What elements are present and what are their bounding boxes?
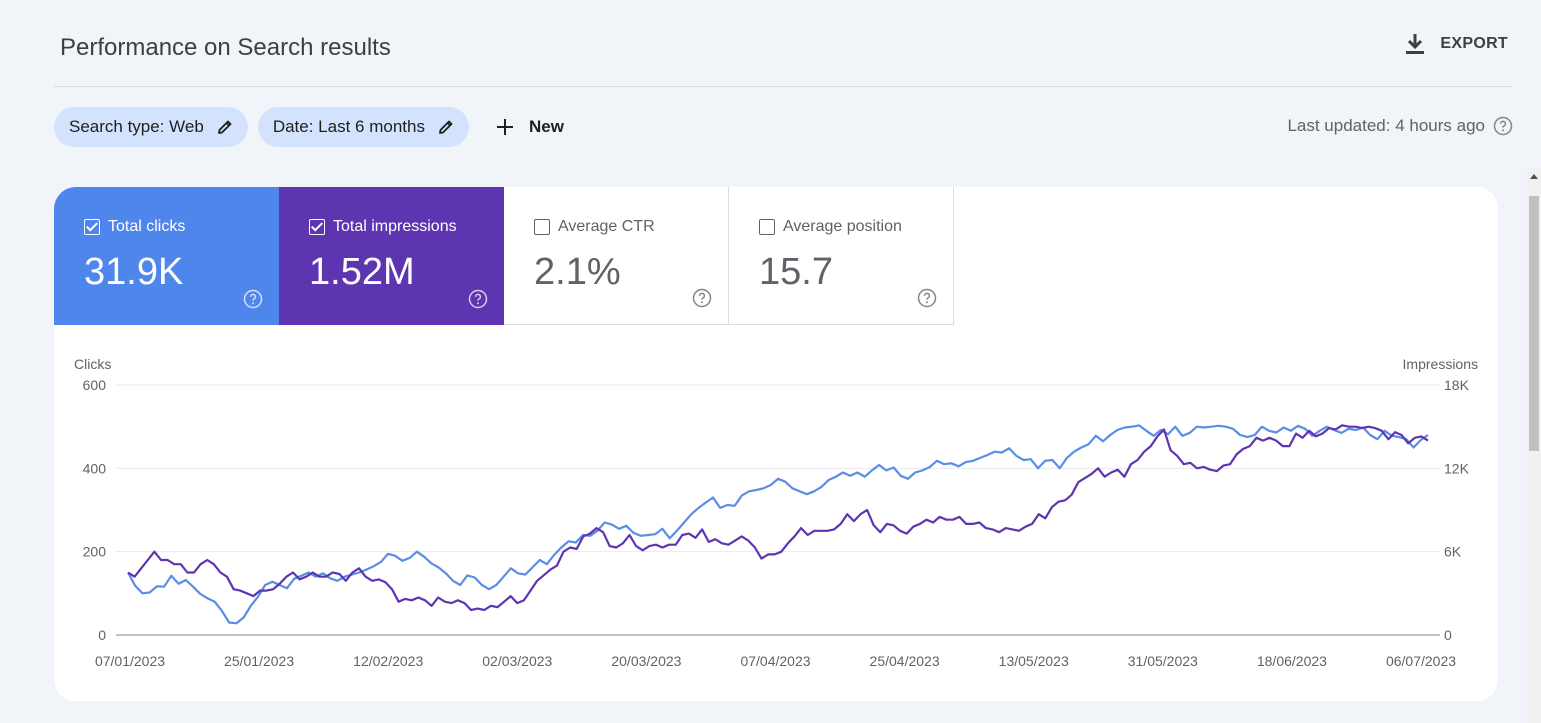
x-tick-label: 07/01/2023 xyxy=(95,653,165,669)
x-tick-label: 07/04/2023 xyxy=(740,653,810,669)
metric-label: Total impressions xyxy=(333,218,457,235)
metric-label: Total clicks xyxy=(108,218,186,235)
edit-icon xyxy=(217,120,232,134)
date-label: Date: Last 6 months xyxy=(272,117,425,136)
metric-value: 31.9K xyxy=(84,251,184,293)
x-tick-label: 25/01/2023 xyxy=(224,653,294,669)
checkbox-unchecked[interactable] xyxy=(759,219,775,235)
metric-label-row: Average position xyxy=(759,218,902,236)
left-tick-label: 0 xyxy=(98,627,106,643)
last-updated-text: Last updated: 4 hours ago xyxy=(1287,116,1485,135)
checkbox-checked[interactable] xyxy=(309,219,325,235)
performance-chart[interactable]: 600 400 200 0 18K 12K 6K 0 07/01/2023 25/01/202… xyxy=(54,187,1498,701)
right-tick-label: 6K xyxy=(1444,544,1462,560)
metric-average-position[interactable]: Average position 15.7 xyxy=(729,187,954,325)
help-icon[interactable] xyxy=(917,288,937,308)
export-label: EXPORT xyxy=(1440,35,1508,52)
metric-value: 2.1% xyxy=(534,251,621,293)
scroll-up-arrow-icon[interactable] xyxy=(1530,174,1538,179)
download-icon xyxy=(1406,34,1425,54)
left-tick-label: 200 xyxy=(83,544,107,560)
right-tick-label: 12K xyxy=(1444,460,1470,476)
new-filter-button[interactable]: New xyxy=(495,117,564,137)
metric-total-clicks[interactable]: Total clicks 31.9K xyxy=(54,187,279,325)
search-type-chip[interactable]: Search type: Web xyxy=(54,107,248,147)
metric-label: Average CTR xyxy=(558,218,655,235)
left-tick-label: 400 xyxy=(83,460,107,476)
x-tick-label: 02/03/2023 xyxy=(482,653,552,669)
export-button[interactable]: EXPORT xyxy=(1404,32,1508,56)
page-header: Performance on Search results EXPORT xyxy=(54,0,1512,87)
x-tick-label: 12/02/2023 xyxy=(353,653,423,669)
x-tick-label: 25/04/2023 xyxy=(870,653,940,669)
series-line-clicks[interactable] xyxy=(127,424,1429,625)
x-tick-label: 20/03/2023 xyxy=(611,653,681,669)
chart-lines xyxy=(127,424,1429,625)
x-tick-label: 13/05/2023 xyxy=(999,653,1069,669)
help-icon[interactable] xyxy=(468,289,488,309)
page-scrollbar[interactable] xyxy=(1527,168,1541,723)
scroll-thumb[interactable] xyxy=(1529,196,1539,451)
performance-card: Total clicks 31.9K Total impressions 1.5… xyxy=(54,187,1498,701)
new-label: New xyxy=(528,117,564,136)
checkbox-checked[interactable] xyxy=(84,219,100,235)
right-axis-title: Impressions xyxy=(1403,356,1478,372)
date-chip[interactable]: Date: Last 6 months xyxy=(257,107,469,147)
help-icon[interactable] xyxy=(243,289,263,309)
x-axis-ticks: 07/01/2023 25/01/2023 12/02/2023 02/03/2023… xyxy=(95,653,1456,669)
edit-icon xyxy=(439,120,453,134)
metric-value: 15.7 xyxy=(759,251,833,293)
right-tick-label: 0 xyxy=(1444,627,1452,643)
metric-value: 1.52M xyxy=(309,251,415,293)
series-line-impressions[interactable] xyxy=(127,424,1429,612)
metric-label: Average position xyxy=(783,218,902,235)
checkbox-unchecked[interactable] xyxy=(534,219,550,235)
metric-label-row: Total impressions xyxy=(309,218,457,236)
page-title: Performance on Search results xyxy=(60,34,391,61)
filter-bar: Search type: Web Date: Last 6 months New xyxy=(54,107,564,147)
metric-label-row: Average CTR xyxy=(534,218,655,236)
x-tick-label: 06/07/2023 xyxy=(1386,653,1456,669)
metric-label-row: Total clicks xyxy=(84,218,185,236)
chart-grid xyxy=(116,384,1440,636)
right-axis-ticks: 18K 12K 6K 0 xyxy=(1444,377,1470,643)
metric-average-ctr[interactable]: Average CTR 2.1% xyxy=(504,187,729,325)
left-axis-title: Clicks xyxy=(74,356,111,372)
x-tick-label: 18/06/2023 xyxy=(1257,653,1327,669)
search-type-label: Search type: Web xyxy=(69,117,204,136)
x-tick-label: 31/05/2023 xyxy=(1128,653,1198,669)
metric-total-impressions[interactable]: Total impressions 1.52M xyxy=(279,187,504,325)
right-tick-label: 18K xyxy=(1444,377,1470,393)
help-icon[interactable] xyxy=(692,288,712,308)
left-tick-label: 600 xyxy=(83,377,107,393)
left-axis-ticks: 600 400 200 0 xyxy=(83,377,107,643)
help-icon[interactable] xyxy=(1493,116,1513,136)
last-updated: Last updated: 4 hours ago xyxy=(1287,116,1513,136)
plus-icon xyxy=(496,119,513,135)
